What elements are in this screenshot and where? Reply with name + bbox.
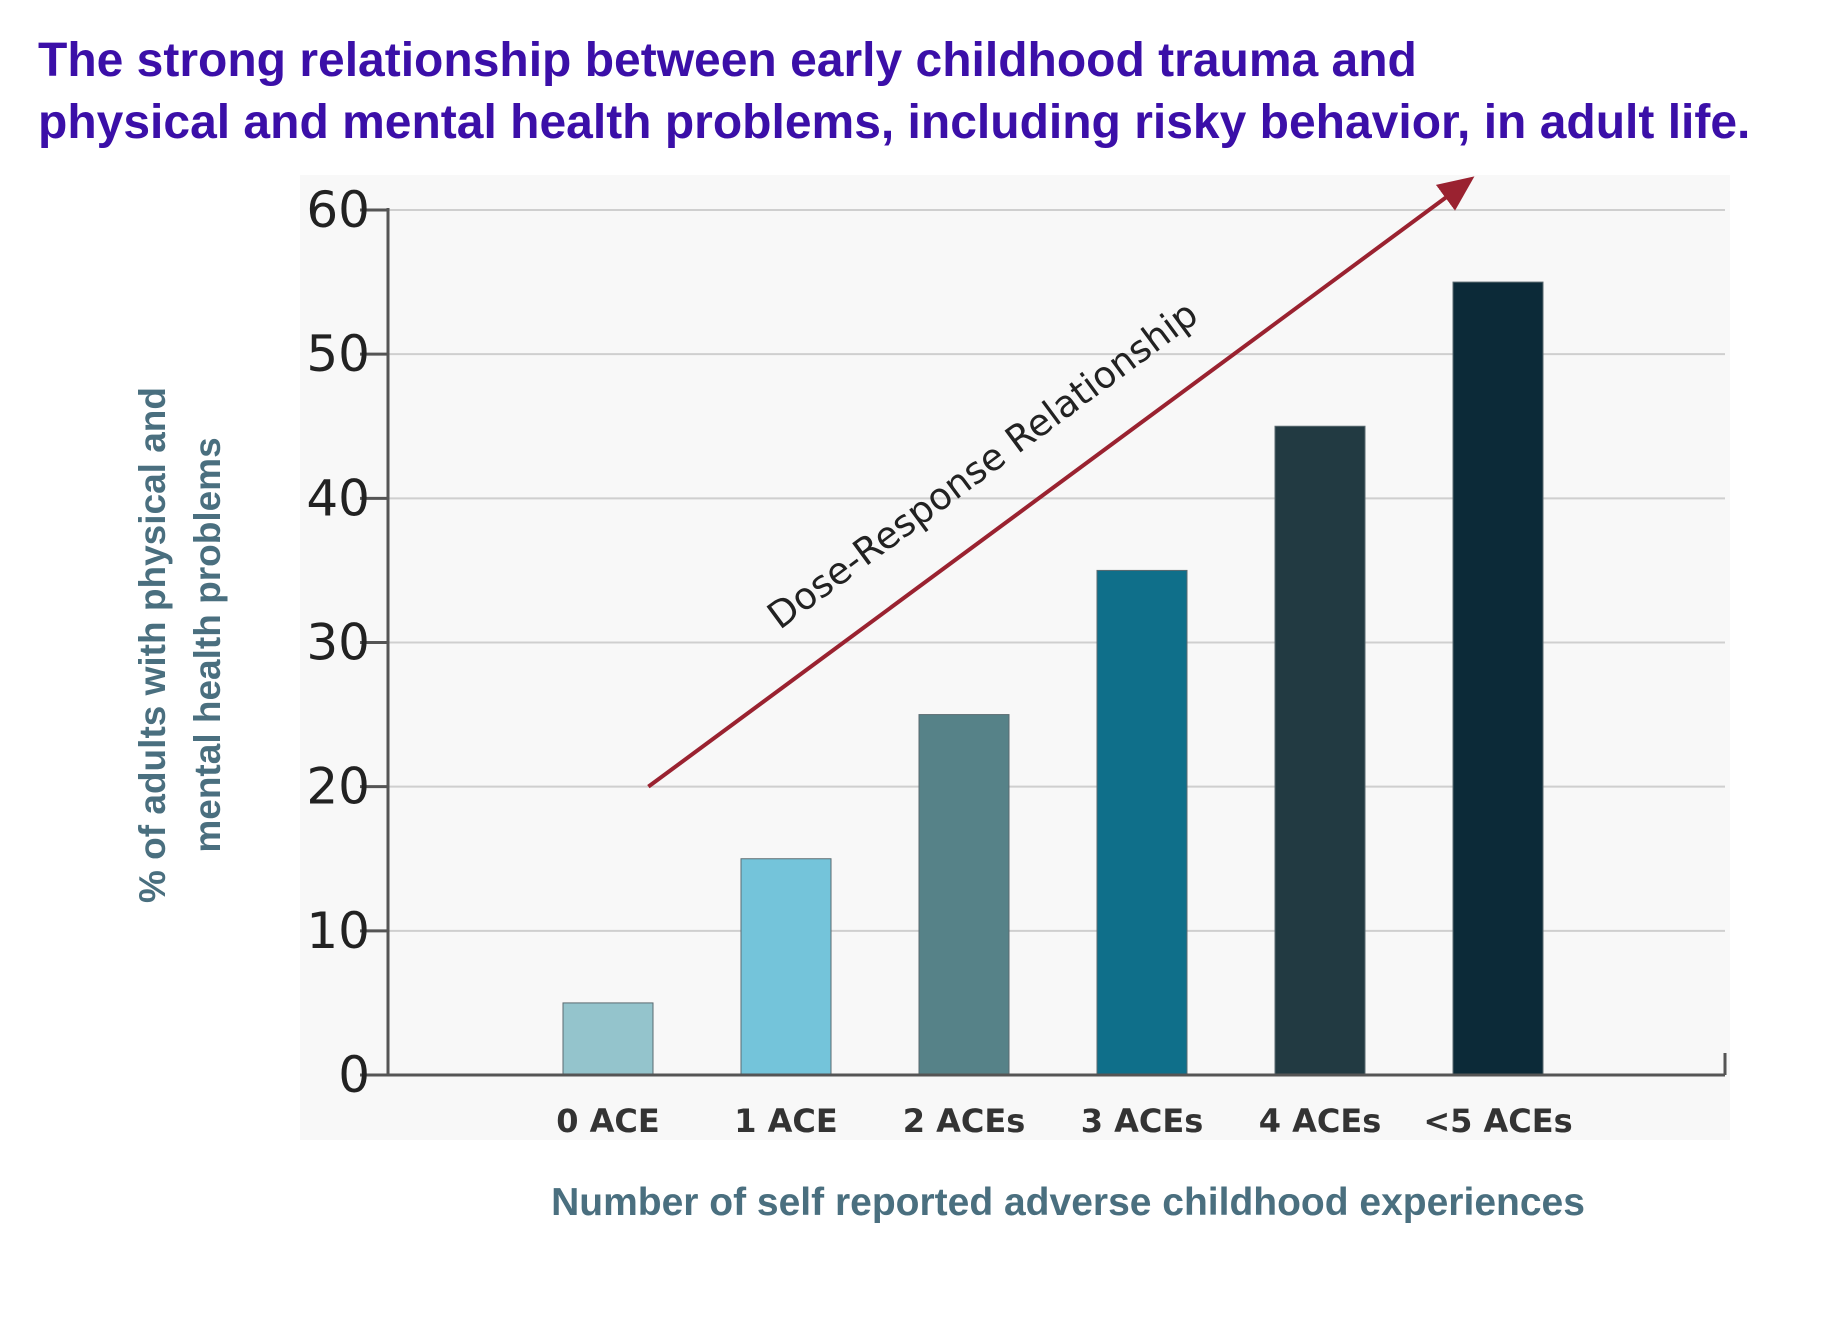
x-tick-label-0: 0 ACE (556, 1102, 660, 1140)
x-tick-label-2: 2 ACEs (903, 1102, 1026, 1140)
x-tick-label-4: 4 ACEs (1259, 1102, 1382, 1140)
bar-0 (562, 1002, 654, 1076)
y-tick-label-20: 20 (306, 758, 370, 816)
bar-5 (1452, 281, 1544, 1076)
y-tick-label-30: 30 (306, 614, 370, 672)
bar-3 (1096, 569, 1188, 1076)
y-axis-ticks: 0 10 20 30 40 50 60 (306, 181, 388, 1104)
bar-1 (740, 858, 832, 1076)
y-tick-label-50: 50 (306, 325, 370, 383)
x-axis-label: Number of self reported adverse childhoo… (551, 1181, 1585, 1224)
y-tick-label-60: 60 (306, 181, 370, 239)
bar-2 (918, 714, 1010, 1076)
title-line-2: physical and mental health problems, inc… (38, 96, 1751, 149)
title-line-1: The strong relationship between early ch… (38, 34, 1417, 87)
y-axis-label-line-1: % of adults with physical and (132, 387, 173, 903)
bars (562, 281, 1544, 1076)
y-tick-label-0: 0 (338, 1046, 370, 1104)
x-tick-label-3: 3 ACEs (1081, 1102, 1204, 1140)
chart-title: The strong relationship between early ch… (38, 30, 1838, 154)
x-axis-ticks: 0 ACE 1 ACE 2 ACEs 3 ACEs 4 ACEs <5 ACEs (556, 1102, 1572, 1140)
axes (386, 208, 1727, 1077)
y-tick-label-40: 40 (306, 469, 370, 527)
y-axis-label-line-2: mental health problems (187, 437, 228, 852)
y-tick-label-10: 10 (306, 902, 370, 960)
bar-4 (1274, 425, 1366, 1076)
x-tick-label-1: 1 ACE (734, 1102, 838, 1140)
dose-response-arrow (647, 176, 1475, 789)
x-tick-label-5: <5 ACEs (1423, 1102, 1572, 1140)
